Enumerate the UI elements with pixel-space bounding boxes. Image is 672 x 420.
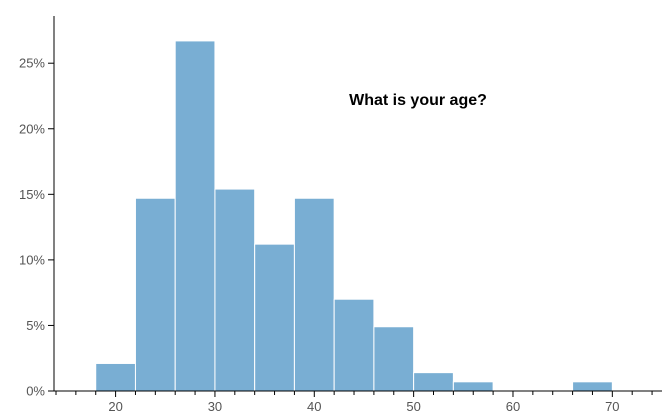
y-tick-label: 20% (19, 121, 45, 136)
histogram-bar-34-38 (254, 243, 295, 392)
y-tick-label: 10% (19, 252, 45, 267)
histogram-bar-30-34 (214, 188, 256, 392)
y-axis-ticks: 0% 5% 10% 15% 20% 25% (19, 56, 54, 399)
histogram-bar-54-58 (452, 381, 494, 392)
histogram-bar-50-54 (413, 372, 454, 392)
histogram-bar-22-26 (134, 197, 176, 392)
histogram-bar-26-30 (174, 40, 216, 392)
histogram-bar-46-50 (373, 326, 415, 392)
x-tick-label: 20 (108, 399, 122, 414)
y-tick-label: 25% (19, 56, 45, 71)
chart-title: What is your age? (349, 92, 487, 109)
y-tick-label: 15% (19, 187, 45, 202)
histogram-bar-38-42 (293, 197, 335, 392)
y-tick-label: 5% (26, 318, 45, 333)
x-tick-label: 50 (406, 399, 420, 414)
histogram-bar-42-46 (333, 298, 375, 392)
x-axis-ticks: 20 30 40 50 60 70 (55, 391, 653, 414)
x-tick-label: 40 (307, 399, 321, 414)
x-tick-label: 70 (605, 399, 619, 414)
x-tick-label: 60 (506, 399, 520, 414)
histogram-bars (95, 40, 613, 392)
x-tick-label: 30 (208, 399, 222, 414)
histogram-bar-18-22 (95, 362, 136, 392)
histogram-bar-66-70 (572, 381, 613, 392)
y-tick-label: 0% (26, 384, 45, 399)
